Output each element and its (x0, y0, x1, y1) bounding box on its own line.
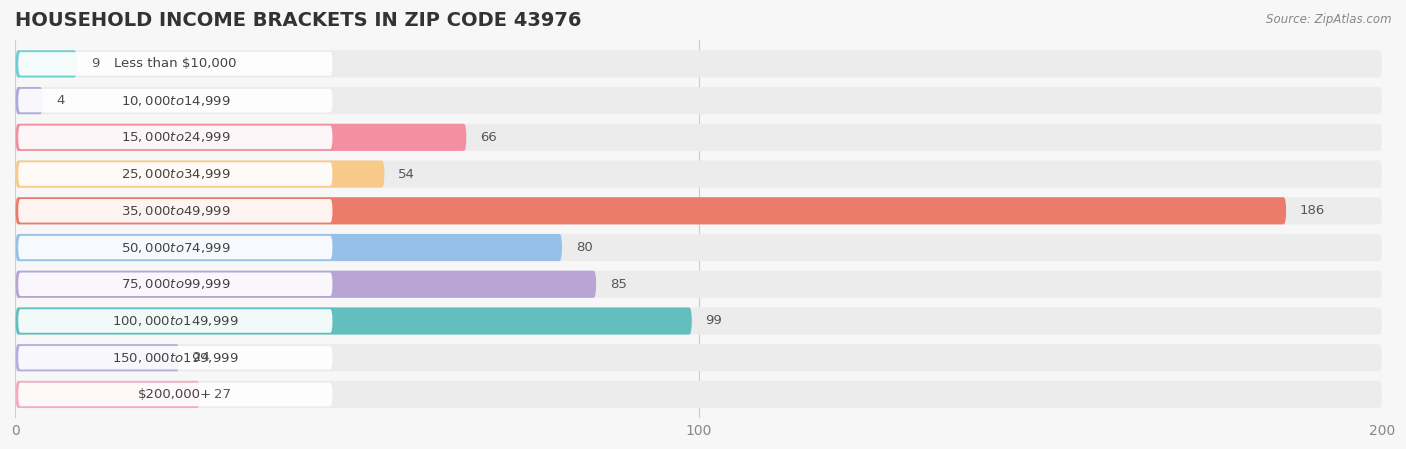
FancyBboxPatch shape (15, 234, 1382, 261)
FancyBboxPatch shape (15, 381, 1382, 408)
Text: $50,000 to $74,999: $50,000 to $74,999 (121, 241, 231, 255)
Text: $35,000 to $49,999: $35,000 to $49,999 (121, 204, 231, 218)
FancyBboxPatch shape (15, 87, 1382, 114)
FancyBboxPatch shape (18, 52, 332, 75)
Text: Source: ZipAtlas.com: Source: ZipAtlas.com (1267, 13, 1392, 26)
FancyBboxPatch shape (18, 126, 332, 149)
FancyBboxPatch shape (15, 124, 1382, 151)
Text: $75,000 to $99,999: $75,000 to $99,999 (121, 277, 231, 291)
Text: $150,000 to $199,999: $150,000 to $199,999 (112, 351, 239, 365)
Text: $100,000 to $149,999: $100,000 to $149,999 (112, 314, 239, 328)
FancyBboxPatch shape (15, 160, 1382, 188)
Text: 54: 54 (398, 167, 415, 180)
FancyBboxPatch shape (18, 346, 332, 370)
Text: $200,000+: $200,000+ (138, 388, 212, 401)
FancyBboxPatch shape (18, 199, 332, 223)
Text: 99: 99 (706, 314, 723, 327)
Text: HOUSEHOLD INCOME BRACKETS IN ZIP CODE 43976: HOUSEHOLD INCOME BRACKETS IN ZIP CODE 43… (15, 11, 582, 30)
FancyBboxPatch shape (15, 197, 1286, 224)
FancyBboxPatch shape (18, 236, 332, 259)
FancyBboxPatch shape (15, 308, 1382, 335)
FancyBboxPatch shape (15, 160, 384, 188)
FancyBboxPatch shape (18, 383, 332, 406)
FancyBboxPatch shape (18, 89, 332, 112)
FancyBboxPatch shape (15, 234, 562, 261)
FancyBboxPatch shape (15, 308, 692, 335)
FancyBboxPatch shape (15, 271, 1382, 298)
Text: 186: 186 (1299, 204, 1324, 217)
FancyBboxPatch shape (15, 50, 77, 78)
Text: 85: 85 (610, 278, 627, 291)
FancyBboxPatch shape (15, 344, 180, 371)
Text: $10,000 to $14,999: $10,000 to $14,999 (121, 93, 231, 108)
FancyBboxPatch shape (15, 50, 1382, 78)
Text: 66: 66 (479, 131, 496, 144)
FancyBboxPatch shape (15, 271, 596, 298)
FancyBboxPatch shape (15, 87, 42, 114)
FancyBboxPatch shape (15, 197, 1382, 224)
Text: 4: 4 (56, 94, 65, 107)
FancyBboxPatch shape (15, 344, 1382, 371)
Text: $25,000 to $34,999: $25,000 to $34,999 (121, 167, 231, 181)
FancyBboxPatch shape (18, 273, 332, 296)
Text: 80: 80 (575, 241, 592, 254)
FancyBboxPatch shape (15, 381, 200, 408)
FancyBboxPatch shape (18, 163, 332, 186)
Text: 27: 27 (214, 388, 231, 401)
Text: 24: 24 (193, 351, 209, 364)
FancyBboxPatch shape (15, 124, 467, 151)
Text: 9: 9 (90, 57, 98, 70)
Text: $15,000 to $24,999: $15,000 to $24,999 (121, 130, 231, 144)
FancyBboxPatch shape (18, 309, 332, 333)
Text: Less than $10,000: Less than $10,000 (114, 57, 236, 70)
